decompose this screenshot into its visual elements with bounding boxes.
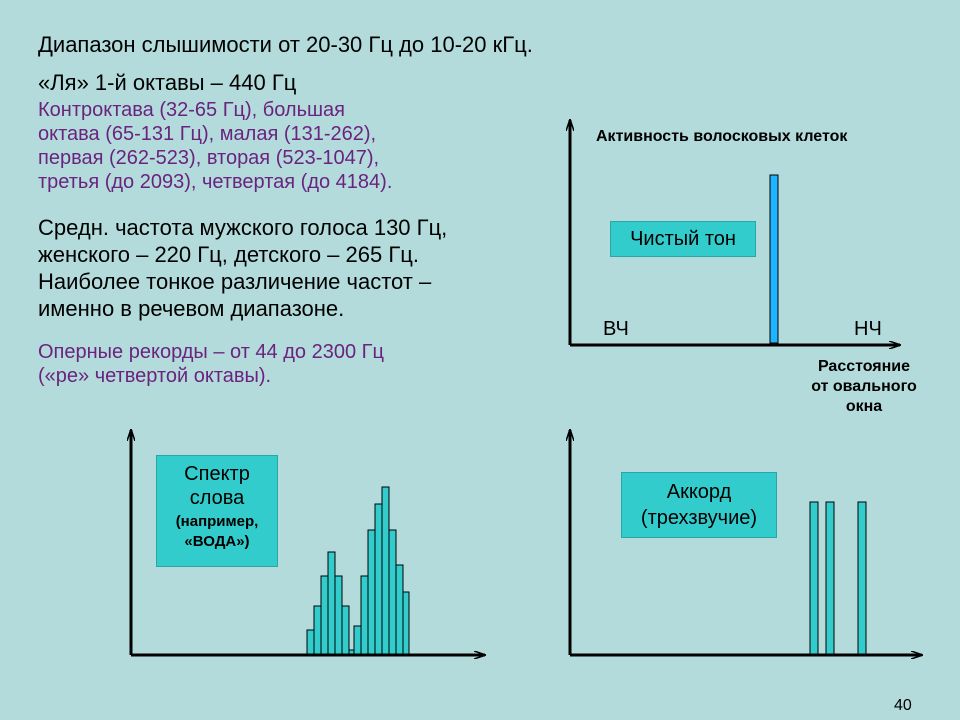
box-sub-line: «ВОДА»): [184, 533, 250, 550]
pure-tone-bar: [769, 174, 779, 344]
high-frequency-label: ВЧ: [603, 318, 629, 340]
pure-tone-box: Чистый тон: [610, 221, 756, 257]
spectrum-bar: [334, 575, 343, 655]
spectrum-bar: [306, 629, 315, 655]
opera-records: Оперные рекорды – от 44 до 2300 Гц («ре»…: [38, 340, 384, 388]
box-main-line: Спектр: [184, 463, 250, 485]
spectrum-bar: [353, 625, 362, 655]
spectrum-bar: [360, 575, 369, 655]
chord-box-line: (трехзвучие): [640, 507, 758, 529]
word-spectrum-bars: [306, 486, 410, 655]
x-label-line: от овального: [811, 378, 917, 395]
spectrum-bar: [367, 529, 376, 655]
right-chart-axes: [570, 430, 922, 655]
chord-box-line: Аккорд: [666, 481, 732, 503]
spectrum-bar: [381, 486, 390, 655]
box-main-line: слова: [189, 487, 245, 509]
x-label-line: окна: [845, 398, 883, 415]
box-sub-line: (например,: [175, 513, 259, 530]
octave-ranges: Контроктава (32-65 Гц), большая октава (…: [38, 98, 392, 194]
spectrum-bar: [374, 503, 383, 655]
la-note-text: «Ля» 1-й октавы – 440 Гц: [38, 70, 297, 95]
voice-line: женского – 220 Гц, детского – 265 Гц.: [38, 242, 419, 267]
voice-line: именно в речевом диапазоне.: [38, 296, 345, 321]
low-frequency-label: НЧ: [854, 318, 882, 340]
octave-line: Контроктава (32-65 Гц), большая: [38, 99, 345, 121]
chord-bar: [825, 501, 835, 655]
page-number: 40: [894, 697, 912, 714]
spectrum-bar: [395, 564, 404, 655]
chord-bar: [809, 501, 819, 655]
voice-line: Средн. частота мужского голоса 130 Гц,: [38, 215, 448, 240]
chord-box: Аккорд (трехзвучие): [621, 472, 777, 538]
left-chart-axes: [131, 430, 485, 655]
top-chart-axes: [570, 120, 900, 345]
octave-line: первая (262-523), вторая (523-1047),: [38, 147, 380, 169]
word-spectrum-box: Спектр слова (например, «ВОДА»): [156, 455, 278, 567]
chord-bar: [857, 501, 867, 655]
top-chart-y-label: Активность волосковых клеток: [596, 128, 848, 145]
chord-bars: [809, 501, 867, 655]
voice-frequencies: Средн. частота мужского голоса 130 Гц, ж…: [38, 214, 447, 322]
spectrum-bar: [402, 591, 410, 655]
spectrum-bar: [327, 551, 336, 655]
opera-line: Оперные рекорды – от 44 до 2300 Гц: [38, 341, 384, 363]
octave-line: октава (65-131 Гц), малая (131-262),: [38, 123, 377, 145]
x-label-line: Расстояние: [817, 358, 911, 375]
spectrum-bar: [320, 575, 329, 655]
hearing-range-text: Диапазон слышимости от 20-30 Гц до 10-20…: [38, 32, 533, 57]
opera-line: («ре» четвертой октавы).: [38, 365, 272, 387]
octave-line: третья (до 2093), четвертая (до 4184).: [38, 171, 393, 193]
spectrum-bar: [341, 605, 350, 655]
top-chart-x-label: Расстояние от овального окна: [805, 357, 923, 417]
spectrum-bar: [388, 529, 397, 655]
voice-line: Наиболее тонкое различение частот –: [38, 269, 432, 294]
spectrum-bar: [313, 605, 322, 655]
